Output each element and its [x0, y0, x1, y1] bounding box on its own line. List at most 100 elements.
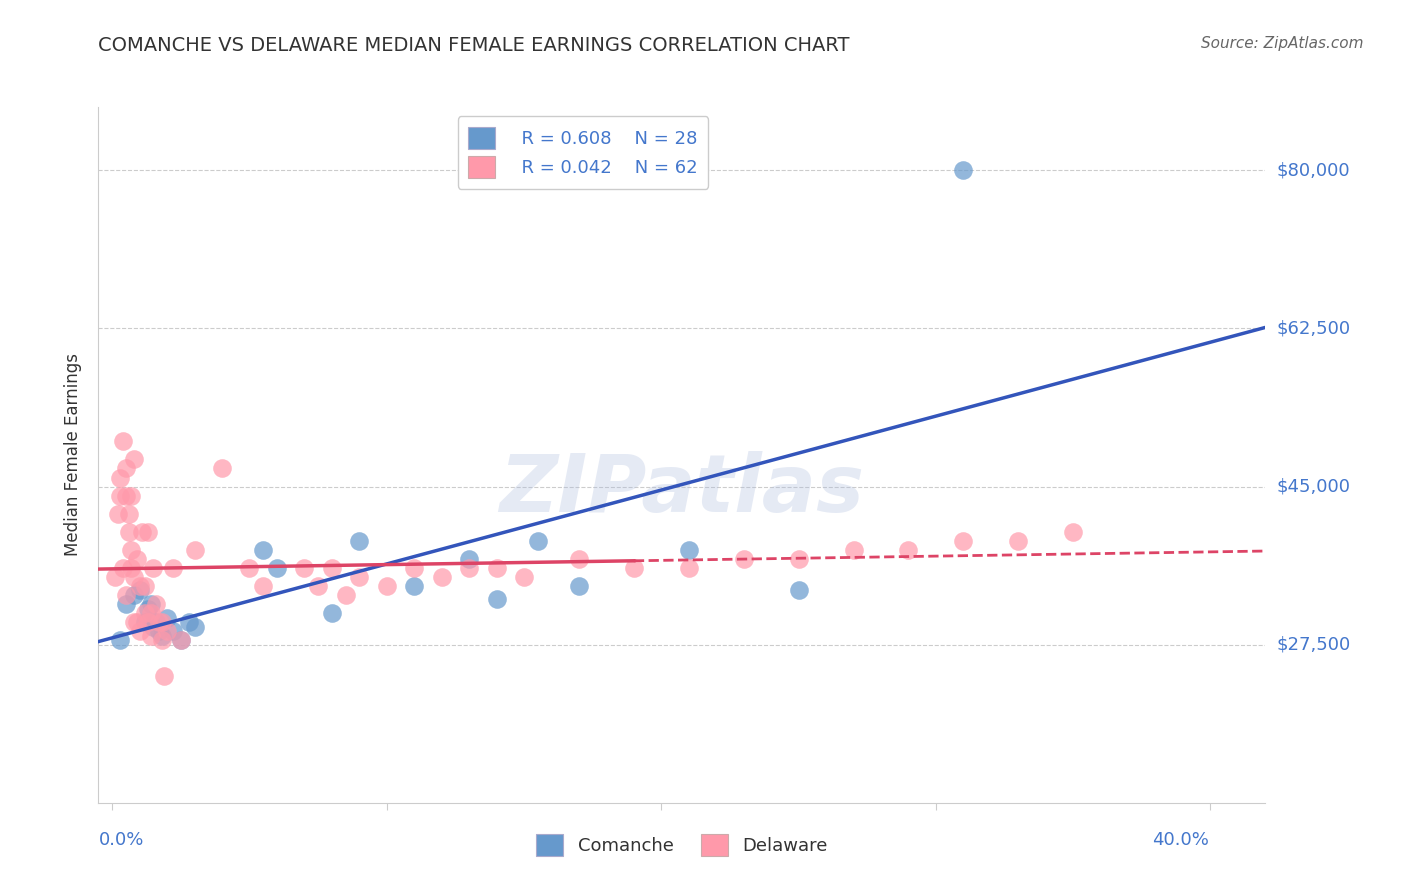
- Point: [177, 615, 200, 629]
- Y-axis label: Median Female Earnings: Median Female Earnings: [65, 353, 83, 557]
- Point: [134, 615, 156, 629]
- Point: [112, 561, 135, 575]
- Point: [122, 588, 145, 602]
- Point: [787, 583, 810, 598]
- Point: [897, 542, 920, 557]
- Point: [120, 542, 142, 557]
- Point: [162, 561, 184, 575]
- Point: [485, 561, 508, 575]
- Point: [458, 551, 481, 566]
- Point: [404, 561, 426, 575]
- Point: [252, 542, 274, 557]
- Point: [115, 588, 138, 602]
- Point: [678, 561, 700, 575]
- Point: [150, 615, 173, 629]
- Point: [513, 570, 536, 584]
- Point: [145, 597, 167, 611]
- Point: [117, 507, 139, 521]
- Point: [112, 434, 135, 449]
- Point: [120, 489, 142, 503]
- Point: [526, 533, 548, 548]
- Point: [142, 561, 165, 575]
- Point: [404, 579, 426, 593]
- Point: [131, 524, 153, 539]
- Point: [156, 624, 179, 639]
- Point: [142, 619, 165, 633]
- Point: [136, 615, 159, 629]
- Point: [430, 570, 453, 584]
- Point: [1007, 533, 1029, 548]
- Point: [375, 579, 398, 593]
- Point: [458, 561, 481, 575]
- Point: [122, 570, 145, 584]
- Point: [211, 461, 233, 475]
- Point: [292, 561, 315, 575]
- Point: [110, 470, 132, 484]
- Point: [952, 163, 974, 178]
- Point: [122, 452, 145, 467]
- Legend: Comanche, Delaware: Comanche, Delaware: [529, 827, 835, 863]
- Point: [148, 624, 170, 639]
- Text: 0.0%: 0.0%: [98, 830, 143, 848]
- Point: [787, 551, 810, 566]
- Text: $45,000: $45,000: [1277, 477, 1351, 496]
- Point: [110, 489, 132, 503]
- Point: [150, 633, 173, 648]
- Point: [136, 524, 159, 539]
- Point: [128, 583, 150, 598]
- Text: $80,000: $80,000: [1277, 161, 1350, 179]
- Point: [183, 542, 205, 557]
- Point: [120, 561, 142, 575]
- Point: [150, 629, 173, 643]
- Point: [115, 597, 138, 611]
- Point: [156, 610, 179, 624]
- Point: [678, 542, 700, 557]
- Point: [128, 579, 150, 593]
- Text: 40.0%: 40.0%: [1153, 830, 1209, 848]
- Point: [104, 570, 127, 584]
- Point: [110, 633, 132, 648]
- Point: [115, 489, 138, 503]
- Point: [733, 551, 755, 566]
- Point: [842, 542, 865, 557]
- Point: [107, 507, 129, 521]
- Text: COMANCHE VS DELAWARE MEDIAN FEMALE EARNINGS CORRELATION CHART: COMANCHE VS DELAWARE MEDIAN FEMALE EARNI…: [98, 36, 849, 54]
- Point: [266, 561, 288, 575]
- Point: [115, 461, 138, 475]
- Point: [125, 551, 148, 566]
- Text: $62,500: $62,500: [1277, 319, 1351, 337]
- Text: $27,500: $27,500: [1277, 636, 1351, 654]
- Point: [321, 606, 343, 620]
- Point: [148, 615, 170, 629]
- Point: [1062, 524, 1084, 539]
- Point: [139, 597, 162, 611]
- Point: [335, 588, 357, 602]
- Point: [568, 551, 591, 566]
- Point: [128, 624, 150, 639]
- Point: [153, 669, 176, 683]
- Point: [485, 592, 508, 607]
- Point: [122, 615, 145, 629]
- Point: [134, 606, 156, 620]
- Point: [349, 570, 371, 584]
- Point: [349, 533, 371, 548]
- Point: [125, 615, 148, 629]
- Point: [139, 606, 162, 620]
- Point: [134, 579, 156, 593]
- Point: [952, 533, 974, 548]
- Point: [170, 633, 193, 648]
- Point: [321, 561, 343, 575]
- Point: [145, 615, 167, 629]
- Point: [307, 579, 329, 593]
- Point: [623, 561, 645, 575]
- Point: [117, 524, 139, 539]
- Point: [139, 629, 162, 643]
- Point: [252, 579, 274, 593]
- Point: [136, 601, 159, 615]
- Point: [238, 561, 260, 575]
- Point: [568, 579, 591, 593]
- Point: [162, 624, 184, 639]
- Text: ZIPatlas: ZIPatlas: [499, 450, 865, 529]
- Point: [183, 619, 205, 633]
- Text: Source: ZipAtlas.com: Source: ZipAtlas.com: [1201, 36, 1364, 51]
